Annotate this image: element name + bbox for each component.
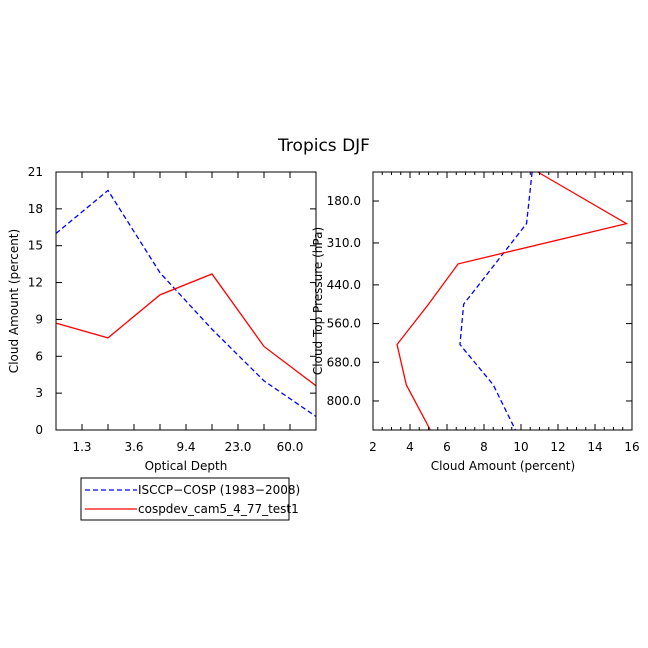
right-plot-frame xyxy=(372,171,633,431)
left-x-tick-label: 60.0 xyxy=(277,440,304,454)
right-x-tick-label: 2 xyxy=(369,440,377,454)
left-y-tick-label: 15 xyxy=(28,239,43,253)
right-x-tick-label: 8 xyxy=(480,440,488,454)
left-y-tick-label: 12 xyxy=(28,276,43,290)
left-x-axis-label: Optical Depth xyxy=(145,459,228,473)
left-plot-lines xyxy=(55,189,317,418)
legend-box xyxy=(80,477,290,521)
left-y-tick-label: 0 xyxy=(35,423,43,437)
left-y-tick-label: 9 xyxy=(35,312,43,326)
right-axis-ticks: 2 4 6 8 10 12 14 16 180.0 310.0 440.0 560.0 680.0 800… xyxy=(327,172,640,454)
left-plot-frame xyxy=(55,171,317,431)
right-x-tick-label: 6 xyxy=(443,440,451,454)
right-plot-lines xyxy=(396,171,629,431)
left-series-line-0 xyxy=(55,189,317,418)
legend: ISCCP−COSP (1983−2008) cospdev_cam5_4_77… xyxy=(80,477,300,521)
right-x-axis-label: Cloud Amount (percent) xyxy=(431,459,575,473)
right-y-tick-label: 680.0 xyxy=(327,355,361,369)
right-y-tick-label: 310.0 xyxy=(327,236,361,250)
left-x-tick-label: 1.3 xyxy=(72,440,91,454)
left-x-tick-label: 23.0 xyxy=(225,440,252,454)
left-panel: 1.3 3.6 9.4 23.0 60.0 0 3 6 9 12 15 18 21 Optical De… xyxy=(7,165,317,473)
figure-title: Tropics DJF xyxy=(277,136,370,156)
right-y-tick-label: 800.0 xyxy=(327,394,361,408)
right-series-line-1 xyxy=(396,171,629,431)
right-x-tick-label: 10 xyxy=(513,440,528,454)
legend-label-model: cospdev_cam5_4_77_test1 xyxy=(138,502,299,516)
left-y-tick-label: 6 xyxy=(35,349,43,363)
left-x-tick-label: 3.6 xyxy=(124,440,143,454)
right-y-tick-label: 180.0 xyxy=(327,194,361,208)
right-panel: 2 4 6 8 10 12 14 16 180.0 310.0 440.0 560.0 680.0 800… xyxy=(311,171,640,473)
left-y-tick-label: 3 xyxy=(35,386,43,400)
right-series-line-0 xyxy=(459,171,533,431)
right-y-axis-label: Cloud Top Pressure (hPa) xyxy=(311,227,325,375)
right-x-tick-label: 16 xyxy=(624,440,639,454)
left-x-tick-label: 9.4 xyxy=(176,440,195,454)
right-x-tick-label: 12 xyxy=(550,440,565,454)
left-series-line-1 xyxy=(55,273,317,387)
right-y-tick-label: 560.0 xyxy=(327,317,361,331)
right-y-tick-label: 440.0 xyxy=(327,278,361,292)
right-x-tick-label: 4 xyxy=(406,440,414,454)
left-y-axis-label: Cloud Amount (percent) xyxy=(7,229,21,373)
left-axis-ticks: 1.3 3.6 9.4 23.0 60.0 0 3 6 9 12 15 18 21 xyxy=(28,165,317,454)
right-x-tick-label: 14 xyxy=(587,440,602,454)
left-y-tick-label: 18 xyxy=(28,202,43,216)
left-y-tick-label: 21 xyxy=(28,165,43,179)
legend-label-observed: ISCCP−COSP (1983−2008) xyxy=(138,483,300,497)
